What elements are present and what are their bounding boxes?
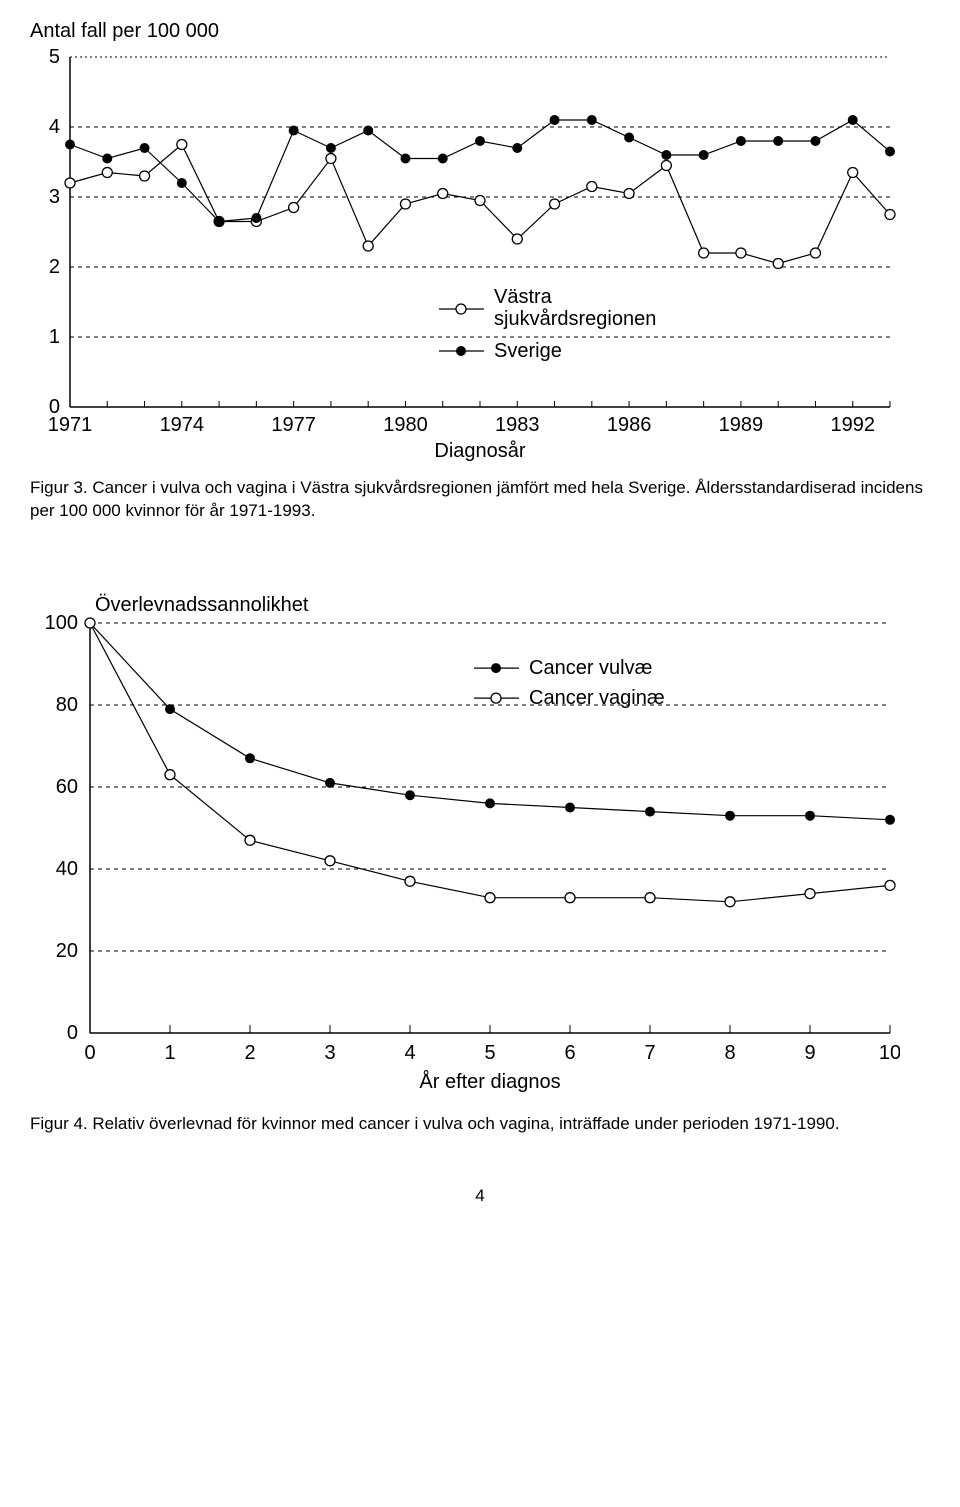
svg-text:20: 20: [56, 940, 78, 962]
svg-text:1974: 1974: [160, 414, 205, 436]
svg-text:6: 6: [564, 1042, 575, 1064]
svg-text:100: 100: [45, 612, 78, 634]
svg-text:År efter diagnos: År efter diagnos: [419, 1070, 560, 1093]
chart1-title: Antal fall per 100 000: [30, 20, 930, 43]
figure4-caption: Figur 4. Relativ överlevnad för kvinnor …: [30, 1113, 930, 1136]
svg-text:4: 4: [49, 116, 60, 138]
svg-text:1971: 1971: [48, 414, 93, 436]
svg-text:sjukvårdsregionen: sjukvårdsregionen: [494, 308, 656, 330]
svg-text:1980: 1980: [383, 414, 428, 436]
svg-text:60: 60: [56, 776, 78, 798]
chart2-svg: Överlevnadssannolikhet 0 20 40 60 80 100 0 1 2 3 4 5…: [30, 583, 900, 1103]
svg-text:1989: 1989: [719, 414, 764, 436]
svg-text:0: 0: [84, 1042, 95, 1064]
svg-text:5: 5: [49, 47, 60, 68]
svg-text:8: 8: [724, 1042, 735, 1064]
svg-text:1992: 1992: [830, 414, 875, 436]
svg-text:1983: 1983: [495, 414, 540, 436]
svg-text:10: 10: [879, 1042, 900, 1064]
svg-text:2: 2: [49, 256, 60, 278]
svg-text:4: 4: [404, 1042, 415, 1064]
svg-text:7: 7: [644, 1042, 655, 1064]
svg-text:1977: 1977: [271, 414, 316, 436]
svg-text:0: 0: [67, 1022, 78, 1044]
svg-text:3: 3: [49, 186, 60, 208]
svg-text:Diagnosår: Diagnosår: [434, 440, 526, 462]
svg-text:Överlevnadssannolikhet: Överlevnadssannolikhet: [95, 594, 309, 616]
svg-text:Västra: Västra: [494, 286, 553, 308]
svg-text:5: 5: [484, 1042, 495, 1064]
figure3-caption: Figur 3. Cancer i vulva och vagina i Väs…: [30, 477, 930, 523]
svg-text:2: 2: [244, 1042, 255, 1064]
svg-text:1986: 1986: [607, 414, 652, 436]
svg-text:40: 40: [56, 858, 78, 880]
svg-text:80: 80: [56, 694, 78, 716]
page-number: 4: [30, 1186, 930, 1206]
svg-text:9: 9: [804, 1042, 815, 1064]
svg-text:1: 1: [164, 1042, 175, 1064]
svg-text:1: 1: [49, 326, 60, 348]
svg-text:3: 3: [324, 1042, 335, 1064]
svg-text:Sverige: Sverige: [494, 340, 562, 362]
svg-text:Cancer vulvæ: Cancer vulvæ: [529, 657, 652, 679]
svg-text:Cancer vaginæ: Cancer vaginæ: [529, 687, 665, 709]
chart1-svg: 01234519711974197719801983198619891992Di…: [30, 47, 900, 467]
